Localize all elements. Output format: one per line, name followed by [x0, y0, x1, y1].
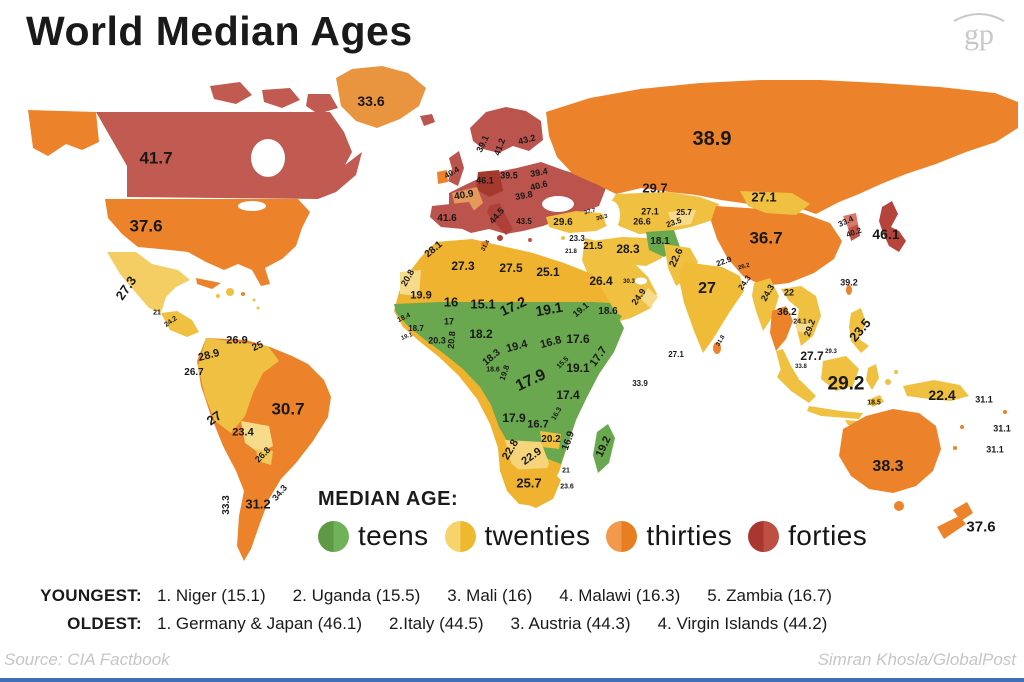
- legend-item-teens: teens: [318, 520, 429, 552]
- region-ireland: [437, 170, 448, 184]
- bottom-accent-bar: [0, 678, 1024, 682]
- region-iran: [592, 237, 666, 266]
- legend-item-forties: forties: [748, 520, 867, 552]
- region-north-america: [28, 66, 426, 337]
- region-paraguay: [256, 449, 273, 465]
- legend-title: MEDIAN AGE:: [318, 488, 459, 510]
- logo-text: gp: [964, 18, 994, 51]
- region-germany: [476, 170, 503, 197]
- ranking-row: YOUNGEST: 1. Niger (15.1) 2. Uganda (15.5)…: [24, 586, 1004, 606]
- region-greenland: [336, 66, 426, 128]
- region-africa: [394, 239, 624, 508]
- region-sri-lanka: [713, 342, 721, 354]
- ranking-label: OLDEST:: [67, 614, 142, 633]
- region-new-guinea: [903, 380, 969, 401]
- footer-source: Source: CIA Factbook: [4, 650, 170, 669]
- ranking-item: 4. Malawi (16.3): [559, 586, 681, 605]
- region-southeast-asia: [752, 278, 969, 427]
- legend-item-thirties: thirties: [606, 520, 732, 552]
- region-india: [679, 262, 744, 353]
- region-zimbabwe: [540, 431, 561, 449]
- region-mongolia: [740, 191, 810, 215]
- legend: MEDIAN AGE: teens twenties thirties forties: [318, 488, 878, 552]
- region-oceania: [839, 409, 1007, 539]
- region-taiwan: [846, 285, 852, 295]
- region-western-sahara: [400, 270, 421, 296]
- legend-item-label: twenties: [484, 520, 591, 551]
- region-central-america: [161, 311, 199, 337]
- globalpost-logo: gp: [946, 6, 1012, 57]
- region-new-zealand: [953, 502, 973, 521]
- ranking-item: 3. Mali (16): [447, 586, 533, 605]
- region-kazakhstan: [606, 192, 719, 234]
- footer-credit: Simran Khosla/GlobalPost: [817, 650, 1016, 669]
- region-mexico: [107, 252, 190, 313]
- region-madagascar: [593, 424, 615, 473]
- region-central-asia: [542, 192, 719, 234]
- region-south-africa: [507, 468, 561, 508]
- region-australia: [839, 409, 941, 493]
- region-south-asia: [679, 262, 744, 354]
- region-myanmar: [752, 278, 779, 331]
- ranking-item: 5. Zambia (16.7): [707, 586, 832, 605]
- ranking-item: 2. Uganda (15.5): [292, 586, 421, 605]
- forties-color-dot: [748, 520, 780, 552]
- region-iberia: [430, 202, 477, 229]
- region-laos-vietnam: [781, 286, 821, 346]
- ranking-item: 1. Niger (15.1): [157, 586, 266, 605]
- region-cuba: [196, 278, 221, 289]
- region-russia: [546, 80, 1018, 214]
- region-uk: [448, 151, 464, 186]
- region-turkey: [546, 211, 613, 233]
- legend-items: teens twenties thirties forties: [318, 520, 878, 552]
- page-title: World Median Ages: [26, 8, 413, 54]
- region-borneo: [821, 356, 859, 391]
- twenties-color-dot: [444, 520, 476, 552]
- region-south-korea: [848, 224, 860, 241]
- region-north-korea: [843, 213, 858, 228]
- region-timor: [868, 395, 884, 407]
- region-japan: [879, 201, 906, 252]
- region-italy: [487, 203, 513, 235]
- ranking-row: OLDEST: 1. Germany & Japan (46.1) 2.Italy …: [24, 614, 1004, 634]
- region-alaska: [28, 110, 99, 156]
- ranking-label: YOUNGEST:: [40, 586, 142, 605]
- region-philippines: [849, 308, 869, 353]
- region-china: [711, 206, 842, 286]
- region-africa-green-belt: [394, 302, 624, 464]
- logo-arc: [953, 13, 1005, 22]
- legend-item-label: thirties: [646, 520, 733, 551]
- region-south-america: [197, 338, 331, 561]
- ranking-item: 1. Germany & Japan (46.1): [157, 614, 363, 633]
- legend-item-twenties: twenties: [444, 520, 591, 552]
- region-bolivia: [241, 421, 273, 453]
- ranking-item: 4. Virgin Islands (44.2): [657, 614, 828, 633]
- region-thailand: [770, 306, 793, 351]
- ranking-item: 2.Italy (44.5): [389, 614, 484, 633]
- region-scandinavia: [470, 107, 543, 153]
- rankings: YOUNGEST: 1. Niger (15.1) 2. Uganda (15.5)…: [24, 586, 1004, 642]
- teens-color-dot: [318, 520, 349, 552]
- thirties-color-dot: [606, 520, 638, 552]
- legend-item-label: teens: [358, 520, 429, 551]
- region-east-asia: [711, 191, 906, 303]
- region-oman: [641, 288, 658, 308]
- footer: Source: CIA Factbook Simran Khosla/Globa…: [0, 650, 1024, 670]
- ranking-item: 3. Austria (44.3): [510, 614, 631, 633]
- region-cambodia: [796, 321, 811, 334]
- region-usa: [105, 199, 310, 286]
- legend-item-label: forties: [788, 520, 868, 551]
- region-canada: [96, 112, 362, 199]
